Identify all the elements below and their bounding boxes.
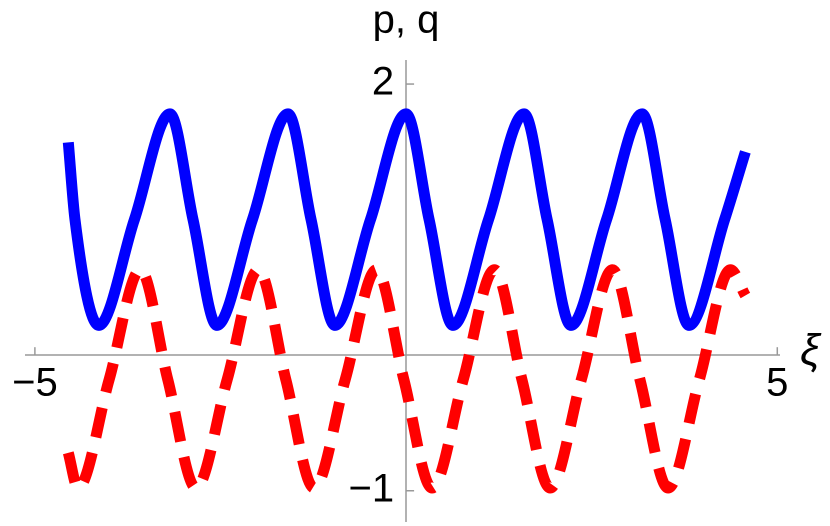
series-line xyxy=(62,264,751,494)
x-axis-label: ξ xyxy=(800,326,822,375)
axes xyxy=(25,60,780,522)
x-tick-label: 5 xyxy=(766,361,788,405)
y-axis-label: p, q xyxy=(373,0,440,42)
x-tick-label: −5 xyxy=(12,361,58,405)
series-line xyxy=(62,108,751,331)
y-tick-label: −1 xyxy=(348,466,394,510)
y-tick-label: 2 xyxy=(372,60,394,104)
